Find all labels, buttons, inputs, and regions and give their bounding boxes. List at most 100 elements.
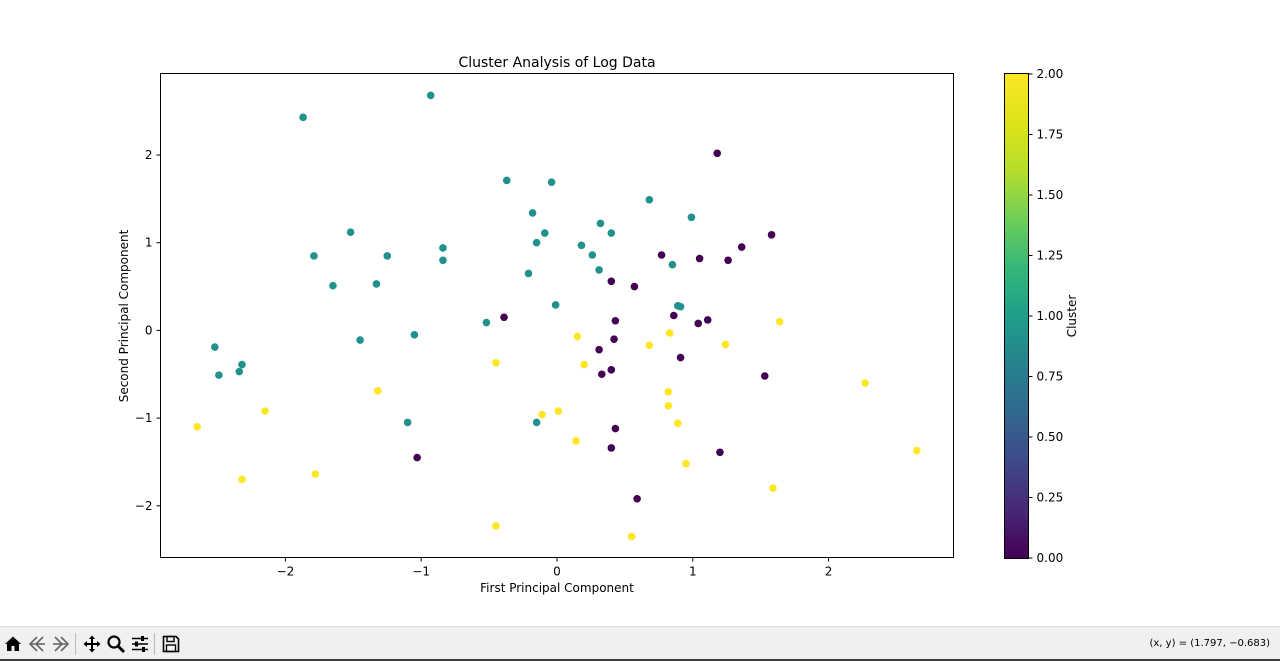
scatter-point-cluster-1	[439, 256, 447, 265]
scatter-point-cluster-0	[724, 256, 732, 265]
scatter-point-cluster-1	[596, 219, 605, 228]
x-axis-label: First Principal Component	[480, 581, 634, 595]
scatter-point-cluster-1	[524, 269, 533, 278]
scatter-point-cluster-1	[235, 367, 244, 376]
scatter-point-cluster-2	[627, 532, 636, 541]
home-button[interactable]	[2, 633, 24, 655]
scatter-point-cluster-0	[703, 316, 712, 324]
scatter-point-cluster-1	[540, 229, 549, 237]
colorbar-label: Cluster	[1065, 295, 1079, 338]
scatter-point-cluster-1	[588, 251, 597, 259]
scatter-point-cluster-1	[528, 209, 537, 217]
scatter-point-cluster-2	[311, 470, 320, 479]
x-tick-label: 1	[689, 565, 697, 579]
scatter-point-cluster-0	[713, 149, 722, 158]
y-axis-label: Second Principal Component	[117, 229, 131, 402]
scatter-point-cluster-0	[669, 311, 678, 320]
colorbar-gradient	[1005, 74, 1028, 558]
scatter-point-cluster-2	[645, 341, 654, 350]
colorbar-tick-label: 1.25	[1037, 249, 1064, 263]
scatter-point-cluster-1	[410, 330, 419, 339]
scatter-point-cluster-1	[439, 244, 447, 252]
colorbar-tick-label: 1.75	[1037, 128, 1064, 142]
scatter-point-cluster-0	[657, 251, 666, 259]
scatter-point-cluster-1	[372, 280, 381, 288]
colorbar-tick-label: 0.75	[1037, 370, 1064, 384]
scatter-point-cluster-1	[346, 228, 355, 237]
scatter-point-cluster-2	[554, 407, 563, 415]
colorbar-tick-label: 0.50	[1037, 430, 1064, 444]
scatter-point-cluster-2	[664, 387, 673, 396]
scatter-point-cluster-1	[238, 360, 246, 369]
scatter-point-cluster-0	[413, 453, 421, 462]
scatter-point-cluster-2	[775, 317, 784, 326]
scatter-point-cluster-2	[261, 407, 269, 415]
y-axis-ticks: −2 −1 0 1 2	[135, 148, 161, 513]
colorbar-tick-label: 1.00	[1037, 309, 1064, 323]
scatter-point-cluster-1	[356, 336, 364, 344]
scatter-point-cluster-2	[492, 359, 500, 367]
scatter-point-cluster-1	[403, 418, 412, 427]
scatter-point-cluster-1	[547, 178, 556, 187]
scatter-point-cluster-2	[721, 340, 730, 349]
scatter-point-cluster-0	[598, 370, 606, 379]
scatter-point-cluster-1	[595, 266, 603, 274]
scatter-point-cluster-0	[607, 366, 616, 374]
scatter-point-cluster-2	[573, 332, 582, 341]
configure-subplots-button[interactable]	[129, 633, 151, 655]
save-button[interactable]	[160, 633, 182, 655]
scatter-point-cluster-2	[861, 379, 870, 387]
navigation-toolbar: (x, y) = (1.797, −0.683)	[0, 626, 1280, 661]
floppy-disk-icon	[162, 635, 180, 653]
pan-button[interactable]	[81, 633, 103, 655]
scatter-point-cluster-0	[500, 313, 508, 322]
scatter-point-cluster-1	[310, 252, 318, 260]
scatter-point-cluster-2	[913, 446, 921, 455]
scatter-point-cluster-1	[577, 241, 586, 250]
back-button[interactable]	[26, 633, 48, 655]
home-icon	[5, 636, 21, 651]
scatter-point-cluster-2	[580, 360, 588, 369]
cursor-coordinates-readout: (x, y) = (1.797, −0.683)	[1149, 638, 1270, 649]
y-tick-label: −1	[135, 411, 153, 425]
scatter-point-cluster-1	[532, 418, 541, 427]
scatter-points	[193, 91, 921, 541]
scatter-point-cluster-1	[687, 213, 696, 222]
back-arrow-icon	[28, 636, 45, 652]
zoom-button[interactable]	[105, 633, 127, 655]
forward-arrow-icon	[53, 636, 70, 652]
scatter-point-cluster-1	[502, 176, 511, 185]
scatter-point-cluster-0	[695, 254, 704, 263]
figure-canvas: Cluster Analysis of Log Data −2 −1 0 1 2 −2−…	[117, 55, 1079, 595]
forward-button[interactable]	[50, 633, 72, 655]
scatter-point-cluster-0	[767, 231, 776, 239]
scatter-point-cluster-0	[630, 282, 639, 291]
scatter-point-cluster-2	[538, 410, 546, 419]
x-tick-label: 0	[553, 565, 561, 579]
chart-title: Cluster Analysis of Log Data	[458, 55, 655, 71]
scatter-point-cluster-2	[665, 329, 674, 337]
scatter-point-cluster-0	[694, 319, 703, 328]
scatter-point-cluster-0	[607, 277, 616, 286]
scatter-point-cluster-0	[633, 494, 641, 503]
x-tick-label: 2	[825, 565, 833, 579]
colorbar-ticks: 0.00 0.25 0.50 0.75 1.00 1.25 1.50 1.75 2.00	[1028, 67, 1064, 565]
magnifier-icon	[107, 635, 126, 654]
scatter-point-cluster-1	[426, 91, 435, 100]
scatter-point-cluster-0	[611, 316, 620, 325]
scatter-point-cluster-0	[676, 353, 685, 362]
window-bottom-border	[0, 659, 1280, 661]
x-tick-label: −1	[412, 565, 430, 579]
scatter-point-cluster-0	[611, 424, 620, 433]
scatter-point-cluster-0	[716, 448, 724, 457]
scatter-point-cluster-1	[215, 371, 223, 379]
scatter-point-cluster-0	[607, 444, 616, 452]
scatter-point-cluster-0	[610, 335, 618, 343]
scatter-point-cluster-0	[760, 372, 769, 380]
scatter-point-cluster-1	[329, 281, 337, 290]
x-axis-ticks: −2 −1 0 1 2	[277, 557, 833, 579]
scatter-point-cluster-2	[492, 522, 500, 530]
colorbar-tick-label: 0.25	[1037, 491, 1064, 505]
colorbar-tick-label: 2.00	[1037, 67, 1064, 81]
scatter-point-cluster-1	[299, 113, 307, 122]
